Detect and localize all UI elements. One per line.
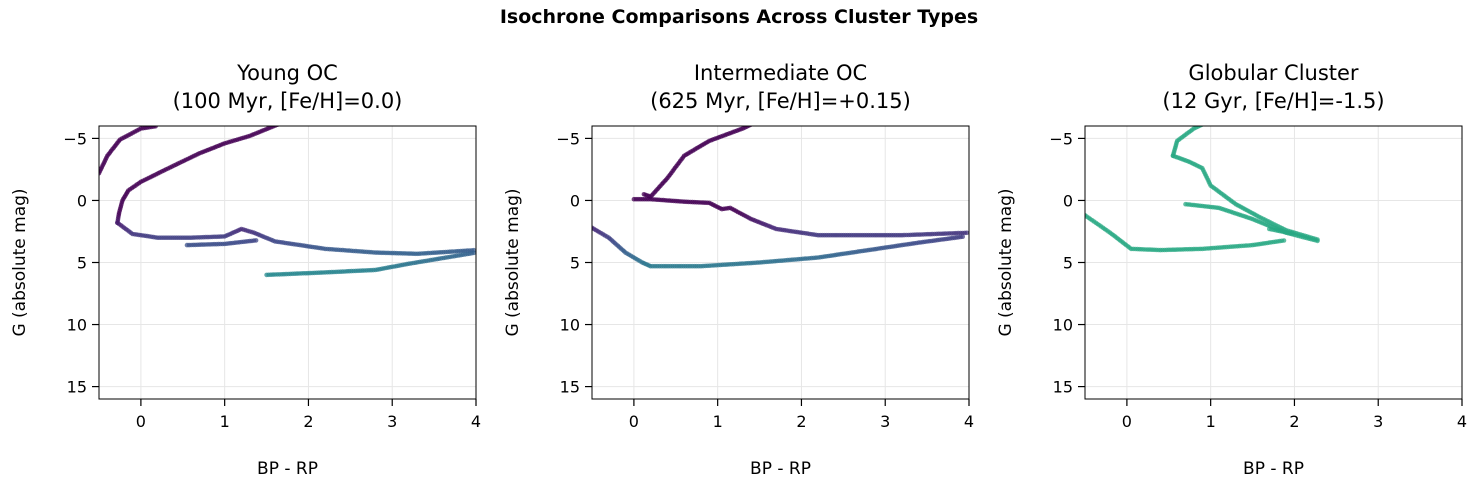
x-tick-label: 2 [303,412,313,431]
subplot-3: 0 1 2 3 4 −5 0 5 10 15 BP - RP G (absolute mag) Glob… [996,61,1467,479]
isochrone-point [761,116,766,121]
x-axis-label: BP - RP [257,459,318,479]
y-tick-label: −5 [63,129,87,148]
isochrone-point [153,126,158,129]
isochrone-point [1213,116,1218,121]
isochrone-point [287,114,292,119]
y-axis-label: G (absolute mag) [996,188,1016,336]
isochrone-point [754,120,759,125]
y-tick-label: 0 [1063,191,1073,210]
isochrone-point [758,118,763,123]
isochrone-point [1281,238,1287,243]
x-tick-label: 0 [1122,412,1132,431]
x-tick-label: 1 [1206,412,1216,431]
isochrone-point [286,116,291,121]
x-tick-label: 4 [1457,412,1467,431]
subplot-title-line1: Young OC [236,61,338,85]
y-tick-label: −5 [1049,129,1073,148]
isochrone-point [253,238,259,243]
y-tick-label: 0 [77,191,87,210]
y-tick-label: 15 [67,378,87,397]
subplot-title-line2: (625 Myr, [Fe/H]=+0.15) [650,89,911,113]
y-tick-label: 5 [1063,254,1073,273]
x-tick-label: 0 [136,412,146,431]
isochrone-point [1203,121,1208,126]
isochrone-point [1211,117,1216,122]
figure-suptitle: Isochrone Comparisons Across Cluster Typ… [499,6,979,28]
isochrone-point [964,230,969,236]
isochrone-point [769,113,774,118]
isochrone-point [1205,120,1210,125]
isochrone-point [281,120,286,125]
isochrone-point [767,114,772,119]
isochrone-point [471,250,476,256]
x-tick-label: 4 [964,412,974,431]
subplot-title-line1: Intermediate OC [694,61,867,85]
isochrone-point [1216,114,1221,119]
y-axis-label: G (absolute mag) [10,188,30,336]
isochrone-point [289,113,294,118]
isochrone-point [279,121,284,126]
y-tick-label: 10 [67,316,87,335]
isochrone-point [748,126,753,128]
y-tick-label: 15 [1053,378,1073,397]
x-axis-label: BP - RP [1243,459,1304,479]
isochrone-point [284,117,289,122]
data-points-1 [99,113,476,278]
y-tick-label: 10 [560,316,580,335]
y-tick-label: 5 [570,254,580,273]
y-tick-label: −5 [556,129,580,148]
isochrone-point [283,119,288,124]
isochrone-point [1315,238,1320,244]
isochrone-point [960,234,965,239]
x-tick-label: 1 [713,412,723,431]
x-tick-label: 3 [387,412,397,431]
isochrone-point [765,114,770,119]
isochrone-point [1209,118,1214,123]
x-axis-label: BP - RP [750,459,811,479]
subplot-title-line2: (100 Myr, [Fe/H]=0.0) [173,89,403,113]
data-points-2 [592,113,969,269]
y-tick-label: 10 [1053,316,1073,335]
isochrone-point [1290,231,1295,236]
data-points-3 [1085,113,1320,253]
isochrone-point [752,121,757,126]
y-axis-label: G (absolute mag) [503,188,523,336]
x-tick-label: 2 [1289,412,1299,431]
x-tick-label: 3 [1373,412,1383,431]
y-tick-label: 5 [77,254,87,273]
isochrone-point [756,119,761,124]
subplot-title-line1: Globular Cluster [1188,61,1359,85]
isochrone-point [763,115,768,120]
x-tick-label: 4 [471,412,481,431]
x-tick-label: 3 [880,412,890,431]
subplot-2: 0 1 2 3 4 −5 0 5 10 15 BP - RP G (absolute mag) Inte… [503,61,974,479]
isochrone-point [1207,119,1212,124]
isochrone-point [1218,114,1223,119]
y-tick-label: 15 [560,378,580,397]
isochrone-point [1199,126,1204,128]
isochrone-point [1220,113,1225,118]
subplot-title-line2: (12 Gyr, [Fe/H]=-1.5) [1162,89,1384,113]
subplot-1: 0 1 2 3 4 −5 0 5 10 15 BP - RP G (absolute mag) Youn… [10,61,481,479]
x-tick-label: 2 [796,412,806,431]
x-tick-label: 1 [220,412,230,431]
isochrone-point [760,117,765,122]
x-tick-label: 0 [629,412,639,431]
isochrone-point [1215,115,1220,120]
y-tick-label: 0 [570,191,580,210]
